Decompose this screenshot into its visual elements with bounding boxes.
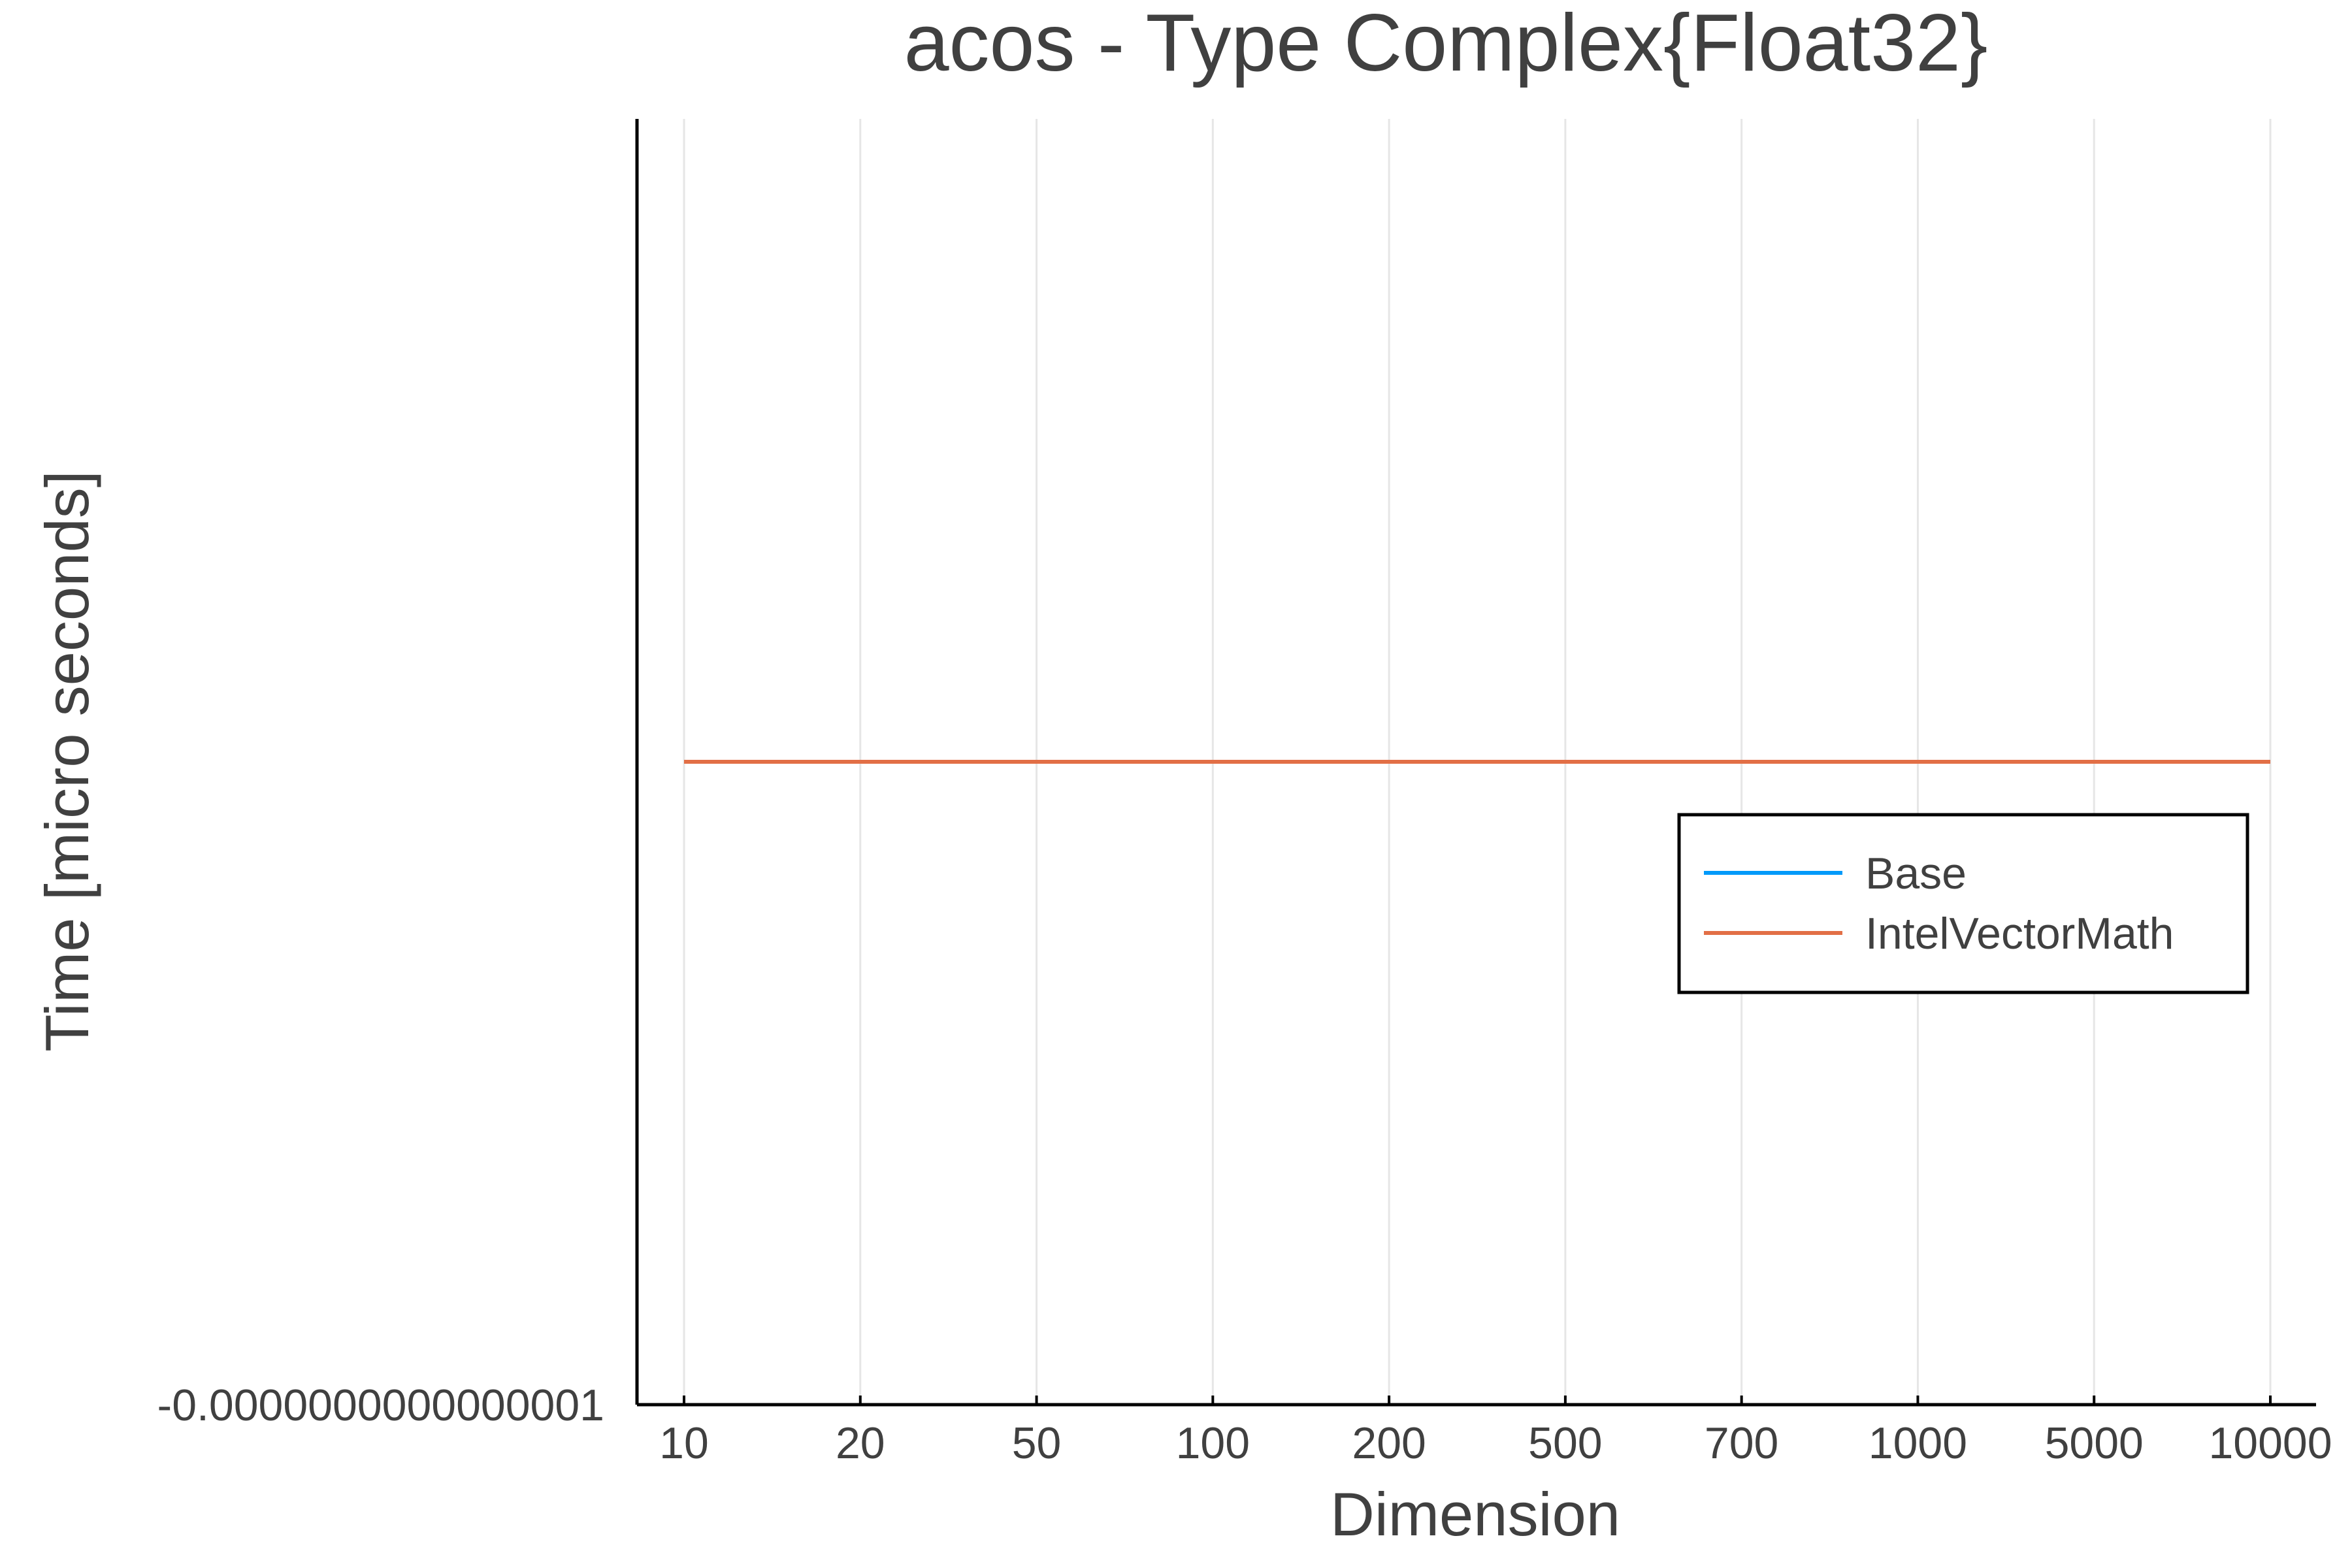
legend-label-intelvectormath: IntelVectorMath xyxy=(1865,909,2174,958)
legend-box xyxy=(1677,813,2249,994)
x-tick-label: 1000 xyxy=(1869,1418,1967,1468)
y-axis-label: Time [micro seconds] xyxy=(33,470,101,1052)
x-tick-label: 10 xyxy=(659,1418,709,1468)
x-axis-label: Dimension xyxy=(1330,1480,1620,1548)
x-tick-label: 100 xyxy=(1176,1418,1250,1468)
x-tick-label: 10000 xyxy=(2208,1418,2332,1468)
x-tick-label: 50 xyxy=(1012,1418,1062,1468)
legend-label-base: Base xyxy=(1865,849,1967,898)
chart-title: acos - Type Complex{Float32} xyxy=(904,0,1988,88)
legend: Base IntelVectorMath xyxy=(1677,813,2249,994)
x-ticks: 10 20 50 100 200 500 700 1000 5000 10000 xyxy=(659,1396,2332,1468)
x-tick-label: 700 xyxy=(1705,1418,1778,1468)
x-tick-label: 5000 xyxy=(2045,1418,2144,1468)
y-tick-label: -0.0000000000000001 xyxy=(157,1380,604,1430)
x-tick-label: 500 xyxy=(1528,1418,1602,1468)
x-tick-label: 200 xyxy=(1352,1418,1426,1468)
x-tick-label: 20 xyxy=(836,1418,885,1468)
